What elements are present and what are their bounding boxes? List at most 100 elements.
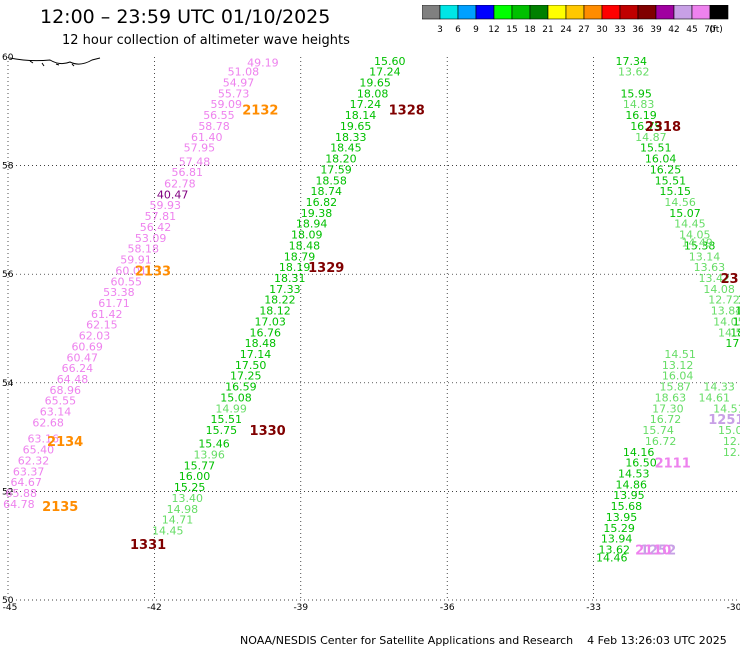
wave-height-label: 19.38 bbox=[301, 207, 333, 220]
wave-height-label: 58.78 bbox=[198, 120, 230, 133]
wave-height-label: 17.79 bbox=[738, 294, 740, 307]
wave-height-label: 17.50 bbox=[725, 337, 740, 350]
legend-label: 18 bbox=[524, 25, 536, 35]
wave-height-label: 13.96 bbox=[193, 448, 225, 461]
wave-height-label: 57.81 bbox=[145, 210, 177, 223]
lon-tick-label: -42 bbox=[147, 603, 162, 613]
wave-height-label: 15.51 bbox=[211, 413, 243, 426]
pass-id-label: 1331 bbox=[130, 538, 166, 553]
legend-label: 42 bbox=[668, 25, 679, 35]
legend-label: 39 bbox=[650, 25, 662, 35]
wave-height-label: 15.51 bbox=[655, 174, 687, 187]
wave-height-label: 57.48 bbox=[179, 155, 211, 168]
lat-tick-label: 58 bbox=[2, 162, 14, 172]
wave-height-label: 13.42 bbox=[699, 272, 731, 285]
map-axes: -45 -42 -39 -36 -33 -30 60 58 56 54 52 50 bbox=[2, 53, 740, 613]
pass-labels: 2132 1328 2318 2133 1329 2317 1330 2134 2135 1331… bbox=[42, 104, 740, 559]
wave-height-label: 14.16 bbox=[623, 446, 655, 459]
legend-label: 9 bbox=[473, 25, 479, 35]
lat-tick-label: 50 bbox=[2, 596, 14, 606]
wave-height-label: 19.65 bbox=[340, 120, 372, 133]
wave-height-label: 59.91 bbox=[120, 254, 151, 267]
wave-height-label: 60.47 bbox=[67, 351, 99, 364]
wave-height-label: 62.32 bbox=[18, 454, 50, 467]
legend-unit: (ft) bbox=[709, 25, 723, 35]
wave-height-label: 60.55 bbox=[110, 275, 142, 288]
wave-height-label: 14.08 bbox=[703, 283, 735, 296]
wave-height-label: 13.63 bbox=[694, 261, 726, 274]
legend-label: 36 bbox=[632, 25, 644, 35]
wave-height-label: 64.67 bbox=[10, 476, 42, 489]
lat-tick-label: 54 bbox=[2, 379, 14, 389]
wave-height-label: 14.45 bbox=[152, 524, 184, 537]
wave-height-label: 18.74 bbox=[311, 185, 343, 198]
wave-height-label: 19.65 bbox=[359, 77, 391, 90]
wave-height-label: 65.88 bbox=[6, 487, 38, 500]
wave-height-label: 60.01 bbox=[115, 264, 147, 277]
legend-label: 6 bbox=[455, 25, 461, 35]
map-subtitle: 12 hour collection of altimeter wave hei… bbox=[62, 33, 350, 48]
wave-height-label: 54.97 bbox=[223, 77, 255, 90]
wave-height-label: 16.59 bbox=[225, 381, 257, 394]
wave-height-label: 16.19 bbox=[625, 109, 657, 122]
wave-height-label: 14.05 bbox=[679, 229, 711, 242]
wave-height-label: 16.72 bbox=[645, 435, 677, 448]
wave-height-label: 63.37 bbox=[13, 465, 45, 478]
wave-height-label: 49.19 bbox=[247, 56, 279, 69]
pass-id-label: 2110 bbox=[635, 544, 671, 559]
wave-height-label: 65.40 bbox=[23, 444, 55, 457]
wave-height-label: 15.75 bbox=[206, 424, 238, 437]
wave-height-label: 17.25 bbox=[230, 370, 261, 383]
pass-id-label: 2134 bbox=[47, 435, 83, 450]
wave-height-label: 15.95 bbox=[620, 87, 652, 100]
wave-height-label: 16.79 bbox=[630, 120, 662, 133]
wave-height-label: 62.03 bbox=[79, 330, 111, 343]
wave-height-label: 16.72 bbox=[650, 413, 682, 426]
wave-height-label: 15.60 bbox=[374, 55, 406, 68]
legend-label: 33 bbox=[614, 25, 625, 35]
wave-height-label: 18.19 bbox=[279, 261, 311, 274]
wave-height-label: 18.33 bbox=[335, 131, 367, 144]
lon-tick-label: -39 bbox=[293, 603, 308, 613]
wave-height-label: 14.83 bbox=[623, 98, 655, 111]
wave-height-legend: 3 6 9 12 15 18 21 24 27 30 33 36 39 42 45 70(ft) bbox=[422, 5, 729, 35]
wave-height-label: 18.20 bbox=[325, 153, 357, 166]
wave-height-label: 18.09 bbox=[733, 315, 740, 328]
wave-height-label: 18.63 bbox=[655, 391, 687, 404]
wave-height-label: 56.55 bbox=[203, 109, 235, 122]
wave-height-label: 16.04 bbox=[645, 153, 677, 166]
wave-height-label: 13.12 bbox=[662, 359, 694, 372]
wave-height-label: 14.56 bbox=[664, 196, 696, 209]
wave-height-label: 17.50 bbox=[235, 359, 266, 372]
pass-id-label: 2318 bbox=[645, 120, 681, 135]
legend-label: 3 bbox=[437, 25, 443, 35]
wave-height-label: 64.48 bbox=[57, 373, 89, 386]
pass-id-label: 1251 bbox=[708, 413, 740, 428]
lon-tick-label: -45 bbox=[3, 603, 18, 613]
wave-height-label: 17.30 bbox=[652, 402, 684, 415]
wave-height-label: 15.29 bbox=[603, 522, 635, 535]
lon-tick-label: -33 bbox=[586, 603, 601, 613]
wave-height-label: 59.09 bbox=[211, 98, 243, 111]
wave-height-label: 16.76 bbox=[250, 326, 282, 339]
wave-height-label: 13.40 bbox=[171, 492, 203, 505]
lat-lon-grid bbox=[7, 57, 740, 601]
legend-label: 45 bbox=[686, 25, 697, 35]
wave-height-label: 18.12 bbox=[259, 305, 291, 318]
legend-label: 27 bbox=[578, 25, 589, 35]
map-title: 12:00 – 23:59 UTC 01/10/2025 bbox=[40, 6, 331, 28]
wave-height-label: 15.51 bbox=[640, 142, 672, 155]
wave-height-label: 17.24 bbox=[350, 98, 382, 111]
pass-id-label: 2317 bbox=[720, 272, 740, 287]
wave-height-label: 14.87 bbox=[635, 131, 667, 144]
wave-height-label: 18.31 bbox=[274, 272, 306, 285]
wave-height-label: 15.15 bbox=[659, 185, 691, 198]
wave-height-label: 18.78 bbox=[730, 326, 740, 339]
wave-height-label: 14.71 bbox=[162, 514, 194, 527]
wave-height-label: 13.62 bbox=[618, 66, 650, 79]
wave-height-label: 15.25 bbox=[174, 481, 206, 494]
wave-height-label: 15.74 bbox=[642, 424, 674, 437]
wave-height-label: 18.08 bbox=[357, 87, 389, 100]
legend-label: 15 bbox=[506, 25, 517, 35]
wave-height-label: 63.16 bbox=[28, 433, 60, 446]
